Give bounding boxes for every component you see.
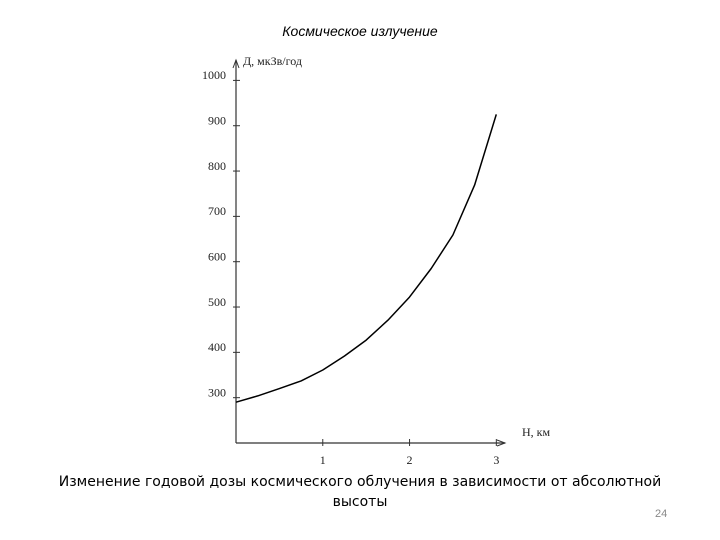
y-tick-label: 1000 bbox=[202, 68, 226, 82]
page-number: 24 bbox=[655, 508, 668, 520]
x-tick-label: 3 bbox=[493, 453, 499, 467]
y-tick-label: 900 bbox=[208, 113, 226, 127]
line bbox=[235, 114, 498, 403]
x-axis-arrow bbox=[496, 439, 507, 447]
y-axis-arrow bbox=[232, 58, 240, 69]
y-tick-label: 500 bbox=[208, 295, 226, 309]
x-tick-label: 1 bbox=[320, 453, 326, 467]
chart-title: Космическое излучение bbox=[282, 23, 438, 39]
y-tick-label: 600 bbox=[208, 249, 226, 263]
y-tick-label: 800 bbox=[208, 159, 226, 173]
x-axis-label: Н, км bbox=[522, 425, 550, 439]
caption: Изменение годовой дозы космического облу… bbox=[58, 474, 662, 510]
x-tick-label: 2 bbox=[407, 453, 413, 467]
y-axis-label: Д, мкЗв/год bbox=[243, 54, 302, 68]
y-tick-label: 700 bbox=[208, 204, 226, 218]
y-tick-label: 300 bbox=[208, 385, 226, 399]
y-tick-label: 400 bbox=[208, 340, 226, 354]
